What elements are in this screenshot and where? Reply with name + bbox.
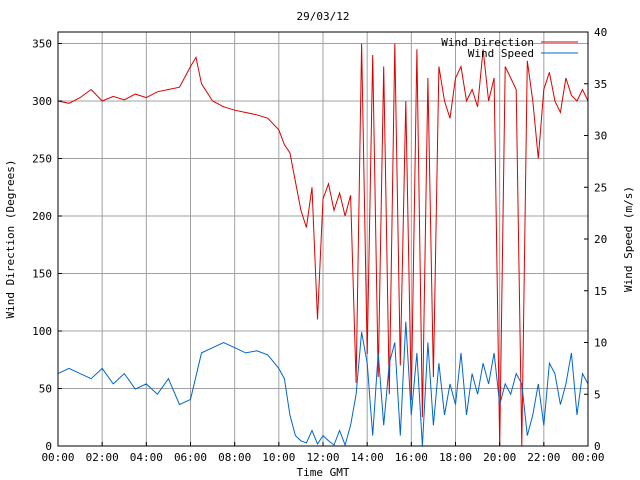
- x-tick-label: 08:00: [218, 451, 251, 464]
- y-tick-label: 100: [32, 325, 52, 338]
- y-tick-label: 150: [32, 268, 52, 281]
- x-tick-label: 00:00: [41, 451, 74, 464]
- y2-axis-label: Wind Speed (m/s): [622, 186, 635, 292]
- x-tick-label: 02:00: [86, 451, 119, 464]
- x-tick-label: 22:00: [527, 451, 560, 464]
- y2-tick-label: 20: [594, 233, 607, 246]
- y2-tick-label: 35: [594, 78, 607, 91]
- x-tick-label: 10:00: [262, 451, 295, 464]
- y-tick-label: 350: [32, 38, 52, 51]
- y2-tick-label: 15: [594, 285, 607, 298]
- y2-tick-label: 30: [594, 130, 607, 143]
- grid-lines: [58, 32, 588, 446]
- x-tick-label: 04:00: [130, 451, 163, 464]
- tick-layer: 00:00 02:00 04:00 06:00 08:00 10:00 12:00 14:00…: [32, 26, 607, 464]
- x-tick-label: 06:00: [174, 451, 207, 464]
- wind-speed-line: [57, 321, 589, 447]
- wind-direction-line: [57, 43, 589, 447]
- y-tick-label: 200: [32, 210, 52, 223]
- y-tick-label: 300: [32, 95, 52, 108]
- y2-tick-label: 5: [594, 388, 601, 401]
- x-tick-label: 16:00: [395, 451, 428, 464]
- x-tick-label: 14:00: [351, 451, 384, 464]
- series-layer: [57, 43, 589, 447]
- y2-tick-label: 0: [594, 440, 601, 453]
- y2-tick-label: 40: [594, 26, 607, 39]
- legend-label: Wind Direction: [441, 36, 534, 49]
- x-tick-label: 00:00: [571, 451, 604, 464]
- y-tick-label: 250: [32, 153, 52, 166]
- y2-tick-label: 10: [594, 337, 607, 350]
- y2-tick-label: 25: [594, 181, 607, 194]
- x-tick-label: 20:00: [483, 451, 516, 464]
- x-axis-label: Time GMT: [297, 466, 350, 479]
- x-tick-label: 18:00: [439, 451, 472, 464]
- y-tick-label: 0: [45, 440, 52, 453]
- chart-title: 29/03/12: [297, 10, 350, 23]
- y-tick-label: 50: [39, 383, 52, 396]
- legend-label: Wind Speed: [468, 47, 534, 60]
- x-tick-label: 12:00: [306, 451, 339, 464]
- y-axis-label: Wind Direction (Degrees): [4, 160, 17, 319]
